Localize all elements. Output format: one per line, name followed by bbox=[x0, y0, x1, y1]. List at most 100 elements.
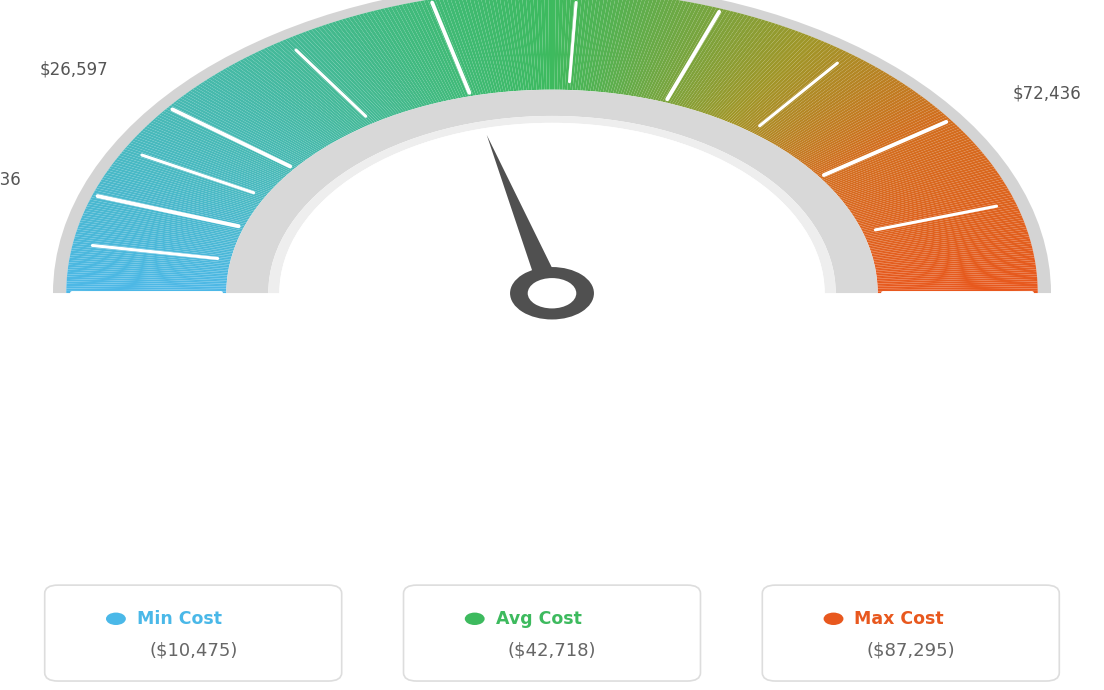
Polygon shape bbox=[487, 135, 572, 312]
Wedge shape bbox=[873, 241, 1031, 260]
Wedge shape bbox=[276, 42, 369, 126]
Wedge shape bbox=[686, 17, 755, 108]
Wedge shape bbox=[273, 43, 367, 127]
Wedge shape bbox=[860, 195, 1012, 229]
Wedge shape bbox=[96, 186, 247, 223]
Circle shape bbox=[528, 278, 576, 308]
Wedge shape bbox=[132, 139, 272, 191]
Wedge shape bbox=[335, 21, 408, 111]
Wedge shape bbox=[121, 151, 264, 199]
Wedge shape bbox=[78, 225, 235, 249]
Wedge shape bbox=[391, 6, 446, 101]
Wedge shape bbox=[868, 218, 1023, 244]
Wedge shape bbox=[295, 34, 382, 121]
Wedge shape bbox=[851, 172, 999, 214]
Wedge shape bbox=[380, 8, 439, 103]
Wedge shape bbox=[611, 0, 643, 93]
Wedge shape bbox=[461, 0, 493, 93]
Wedge shape bbox=[601, 0, 628, 92]
Wedge shape bbox=[399, 5, 452, 100]
Wedge shape bbox=[495, 0, 517, 91]
Wedge shape bbox=[355, 14, 423, 107]
Wedge shape bbox=[608, 0, 639, 93]
FancyBboxPatch shape bbox=[404, 585, 701, 681]
Circle shape bbox=[824, 613, 843, 625]
Wedge shape bbox=[875, 262, 1036, 274]
Wedge shape bbox=[71, 248, 230, 264]
Wedge shape bbox=[742, 46, 838, 128]
Wedge shape bbox=[570, 0, 583, 90]
Wedge shape bbox=[762, 61, 868, 139]
Wedge shape bbox=[66, 277, 226, 284]
Wedge shape bbox=[874, 248, 1033, 264]
Wedge shape bbox=[665, 8, 724, 103]
Wedge shape bbox=[565, 0, 575, 90]
Wedge shape bbox=[830, 135, 968, 188]
Wedge shape bbox=[683, 16, 752, 108]
Wedge shape bbox=[476, 0, 503, 92]
Wedge shape bbox=[827, 130, 964, 186]
Wedge shape bbox=[77, 227, 234, 250]
Wedge shape bbox=[636, 0, 680, 97]
Wedge shape bbox=[424, 0, 468, 97]
Wedge shape bbox=[859, 190, 1010, 226]
Wedge shape bbox=[161, 111, 291, 172]
Wedge shape bbox=[549, 0, 552, 90]
Wedge shape bbox=[84, 211, 238, 239]
Wedge shape bbox=[83, 213, 237, 241]
Wedge shape bbox=[99, 181, 250, 220]
Wedge shape bbox=[78, 222, 235, 247]
Wedge shape bbox=[646, 2, 694, 99]
Wedge shape bbox=[835, 143, 976, 194]
Wedge shape bbox=[79, 220, 236, 246]
Wedge shape bbox=[724, 36, 813, 121]
Wedge shape bbox=[808, 106, 936, 168]
Wedge shape bbox=[92, 195, 244, 229]
Wedge shape bbox=[74, 239, 232, 258]
Wedge shape bbox=[672, 11, 734, 105]
Wedge shape bbox=[438, 0, 478, 95]
Wedge shape bbox=[97, 184, 248, 221]
Wedge shape bbox=[81, 218, 236, 244]
Wedge shape bbox=[264, 48, 361, 130]
Wedge shape bbox=[134, 137, 273, 190]
Wedge shape bbox=[94, 190, 245, 226]
Wedge shape bbox=[775, 72, 888, 146]
Wedge shape bbox=[182, 95, 306, 161]
Wedge shape bbox=[225, 67, 335, 143]
Wedge shape bbox=[518, 0, 531, 90]
Wedge shape bbox=[487, 0, 511, 92]
Wedge shape bbox=[575, 0, 591, 90]
Wedge shape bbox=[873, 246, 1032, 263]
Wedge shape bbox=[841, 153, 985, 201]
Wedge shape bbox=[349, 17, 418, 108]
Wedge shape bbox=[544, 0, 550, 90]
Wedge shape bbox=[87, 201, 242, 233]
Wedge shape bbox=[856, 184, 1007, 221]
Wedge shape bbox=[102, 177, 251, 217]
Wedge shape bbox=[754, 55, 856, 135]
Text: ($10,475): ($10,475) bbox=[149, 642, 237, 660]
Wedge shape bbox=[658, 6, 713, 101]
Wedge shape bbox=[510, 0, 527, 90]
Wedge shape bbox=[702, 24, 779, 113]
Wedge shape bbox=[173, 101, 299, 166]
Wedge shape bbox=[291, 36, 380, 121]
Wedge shape bbox=[138, 132, 276, 187]
Wedge shape bbox=[103, 175, 252, 215]
Wedge shape bbox=[70, 253, 230, 268]
Wedge shape bbox=[178, 98, 302, 164]
Wedge shape bbox=[875, 260, 1036, 273]
Wedge shape bbox=[814, 113, 945, 174]
Wedge shape bbox=[878, 291, 1038, 293]
Wedge shape bbox=[818, 119, 952, 177]
Wedge shape bbox=[660, 7, 716, 101]
Wedge shape bbox=[591, 0, 613, 91]
Wedge shape bbox=[679, 14, 745, 106]
Wedge shape bbox=[822, 125, 958, 181]
Wedge shape bbox=[711, 28, 793, 117]
Wedge shape bbox=[870, 227, 1027, 250]
Wedge shape bbox=[585, 0, 605, 91]
Wedge shape bbox=[877, 265, 1036, 276]
Wedge shape bbox=[847, 164, 994, 208]
